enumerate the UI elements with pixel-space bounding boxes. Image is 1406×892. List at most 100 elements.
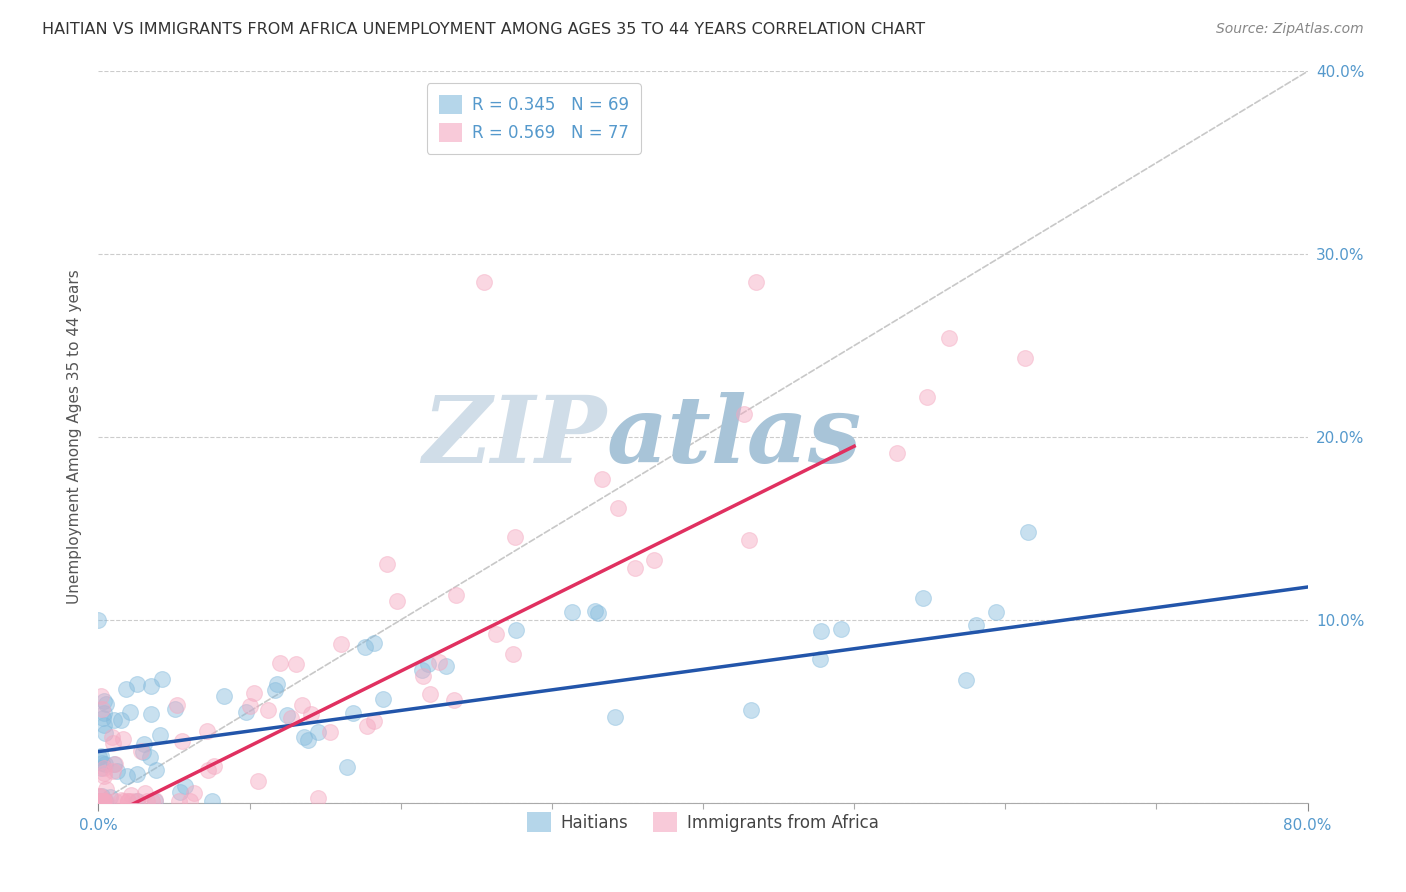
Point: [938, 331, 960, 345]
Text: ZIP: ZIP: [422, 392, 606, 482]
Point: [443, 692, 465, 706]
Point: [101, 730, 124, 744]
Point: [886, 446, 908, 460]
Point: [93, 765, 115, 780]
Point: [202, 759, 225, 773]
Text: Source: ZipAtlas.com: Source: ZipAtlas.com: [1216, 22, 1364, 37]
Point: [167, 794, 190, 808]
Text: atlas: atlas: [606, 392, 862, 482]
Point: [201, 794, 224, 808]
Point: [104, 757, 127, 772]
Point: [94, 794, 117, 808]
Point: [93, 761, 115, 775]
Point: [257, 703, 280, 717]
Point: [291, 698, 314, 713]
Point: [93, 794, 115, 808]
Point: [269, 657, 291, 671]
Y-axis label: Unemployment Among Ages 35 to 44 years: Unemployment Among Ages 35 to 44 years: [66, 269, 82, 605]
Point: [138, 750, 160, 764]
Legend: Haitians, Immigrants from Africa: Haitians, Immigrants from Africa: [520, 805, 886, 838]
Point: [585, 604, 607, 618]
Point: [134, 786, 156, 800]
Point: [830, 622, 852, 636]
Point: [143, 794, 166, 808]
Point: [955, 673, 977, 688]
Point: [342, 706, 364, 720]
Point: [444, 588, 467, 602]
Point: [179, 794, 201, 808]
Point: [101, 736, 124, 750]
Point: [91, 702, 114, 716]
Point: [110, 793, 132, 807]
Point: [91, 756, 114, 770]
Point: [174, 779, 197, 793]
Point: [318, 725, 340, 739]
Point: [150, 672, 173, 686]
Point: [117, 794, 139, 808]
Point: [94, 794, 117, 808]
Point: [436, 658, 458, 673]
Point: [330, 637, 353, 651]
Point: [1014, 351, 1036, 365]
Point: [299, 707, 322, 722]
Point: [235, 705, 257, 719]
Point: [120, 705, 142, 719]
Point: [121, 794, 143, 808]
Point: [101, 764, 124, 778]
Point: [90, 794, 112, 808]
Point: [129, 743, 152, 757]
Point: [412, 669, 434, 683]
Point: [623, 561, 645, 575]
Point: [263, 683, 285, 698]
Point: [297, 732, 319, 747]
Point: [125, 794, 148, 808]
Point: [91, 710, 114, 724]
Point: [284, 657, 307, 672]
Point: [183, 786, 205, 800]
Point: [93, 794, 115, 808]
Point: [93, 726, 115, 740]
Point: [246, 774, 269, 789]
Point: [127, 794, 149, 808]
Point: [134, 737, 156, 751]
Point: [212, 690, 235, 704]
Point: [266, 677, 288, 691]
Point: [111, 794, 134, 808]
Point: [93, 694, 115, 708]
Point: [93, 718, 115, 732]
Point: [502, 647, 524, 661]
Point: [90, 761, 112, 775]
Point: [172, 734, 194, 748]
Point: [135, 794, 157, 808]
Point: [808, 651, 831, 665]
Point: [93, 769, 115, 783]
Point: [505, 624, 527, 638]
Point: [586, 606, 609, 620]
Point: [738, 533, 761, 547]
Point: [141, 794, 163, 808]
Point: [733, 408, 755, 422]
Point: [91, 794, 114, 808]
Point: [195, 724, 218, 739]
Point: [93, 756, 115, 771]
Point: [139, 707, 162, 722]
Point: [132, 745, 155, 759]
Point: [986, 605, 1008, 619]
Point: [375, 557, 398, 571]
Point: [373, 692, 395, 706]
Point: [363, 714, 385, 728]
Point: [90, 689, 112, 703]
Point: [94, 698, 117, 712]
Point: [810, 624, 832, 638]
Point: [115, 769, 138, 783]
Point: [239, 698, 262, 713]
Point: [427, 656, 450, 670]
Point: [276, 708, 298, 723]
Point: [356, 719, 378, 733]
Point: [169, 785, 191, 799]
Point: [643, 553, 665, 567]
Point: [90, 749, 112, 764]
Point: [163, 702, 186, 716]
Point: [105, 764, 128, 779]
Point: [143, 793, 166, 807]
